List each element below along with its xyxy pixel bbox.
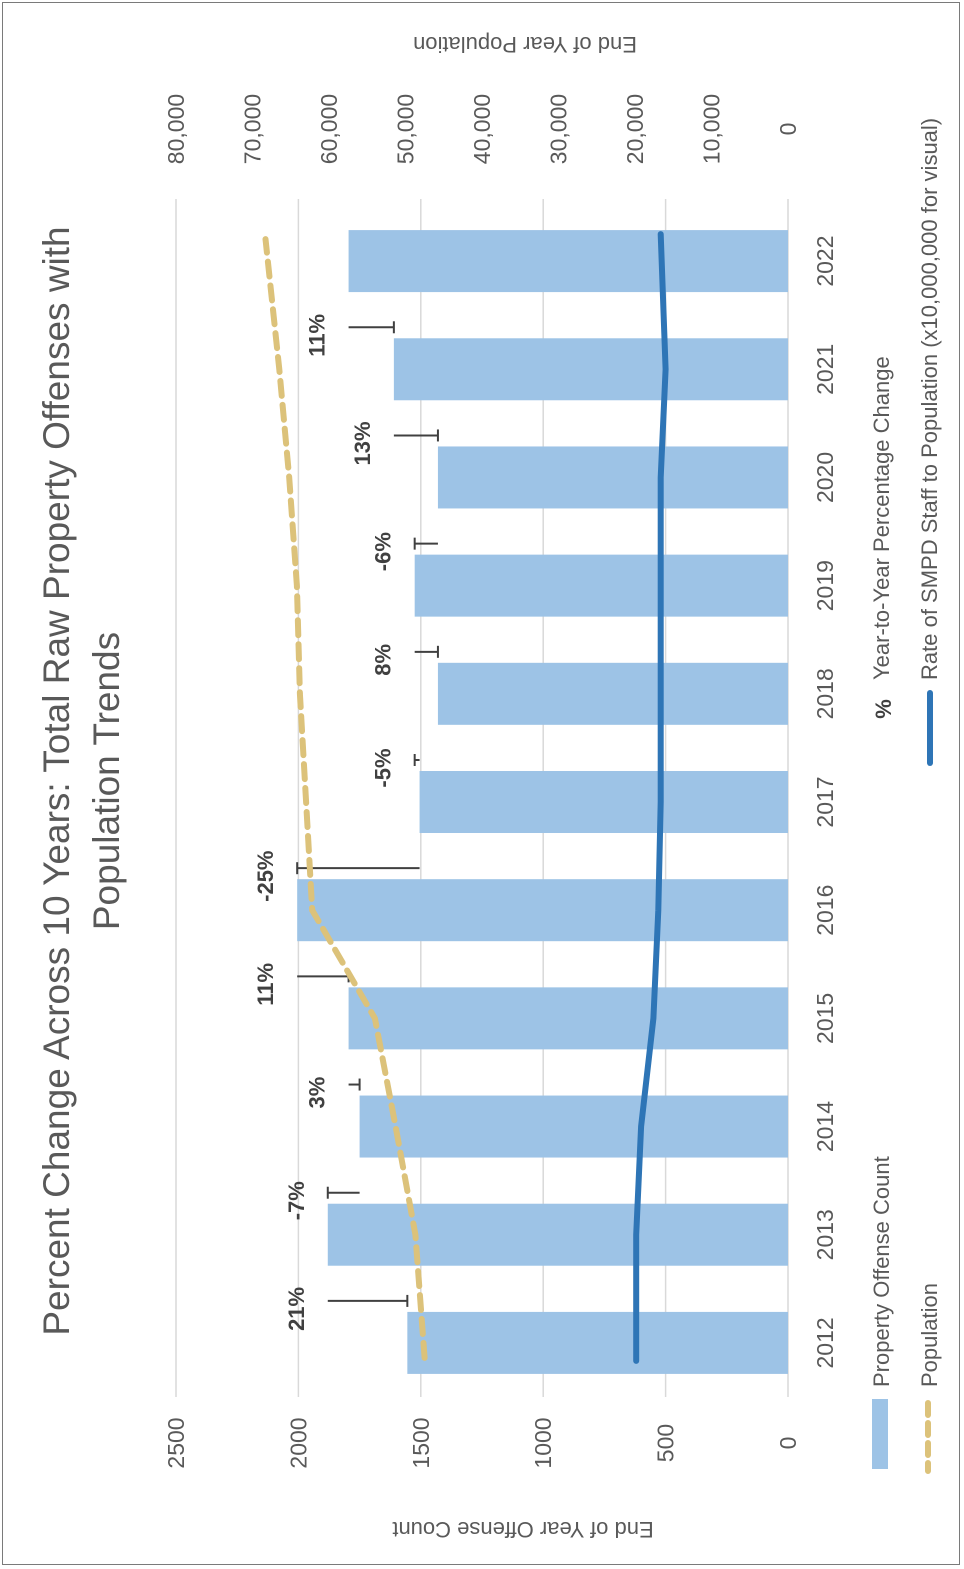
primary-axis-title: End of Year Offense Count xyxy=(392,1517,653,1542)
category-label-2012: 2012 xyxy=(812,1317,838,1368)
bar-2018 xyxy=(437,662,788,725)
y2-tick-label: 60,000 xyxy=(316,94,342,164)
y-tick-label: 1500 xyxy=(408,1417,434,1468)
y2-tick-label: 50,000 xyxy=(393,94,419,164)
legend: Property Offense Count Population% Year-to… xyxy=(869,118,942,1474)
chart-title-line1: Percent Change Across 10 Years: Total Ra… xyxy=(36,226,77,1335)
population-line xyxy=(262,236,428,1361)
legend-label-population: Population xyxy=(917,1283,942,1387)
category-label-2015: 2015 xyxy=(812,993,838,1044)
y2-tick-label: 30,000 xyxy=(546,94,572,164)
bar-2012 xyxy=(407,1311,788,1374)
percent-change-label-2020: 13% xyxy=(350,421,375,465)
percent-change-label-2019: -6% xyxy=(371,532,396,571)
y-tick-label: 2000 xyxy=(285,1417,311,1468)
bar-2019 xyxy=(414,554,788,617)
percent-change-label-2018: 8% xyxy=(371,644,396,676)
bar-2014 xyxy=(359,1095,788,1158)
chart-titles: End of Year Offense Count End of Year Pop… xyxy=(36,32,654,1542)
percent-change-label-2017: -5% xyxy=(371,748,396,787)
category-label-2013: 2013 xyxy=(812,1209,838,1260)
bar-2013 xyxy=(327,1203,788,1266)
chart: 21% -7% 3% 11% -25% -5% 8% -6% 13% 11% 2012 2013 201… xyxy=(36,32,942,1542)
y2-tick-label: 10,000 xyxy=(699,94,725,164)
staff-rate-line xyxy=(633,231,669,1364)
category-label-2014: 2014 xyxy=(812,1101,838,1152)
bar-2021 xyxy=(393,338,788,401)
category-label-2020: 2020 xyxy=(812,452,838,503)
error-bar-series xyxy=(296,321,439,1307)
y2-tick-label: 70,000 xyxy=(240,94,266,164)
legend-swatch-property-offense-count xyxy=(872,1399,888,1469)
bar-2020 xyxy=(437,446,788,509)
percent-change-label-2015: 11% xyxy=(253,963,278,1006)
legend-label-percentage-change: Year-to-Year Percentage Change xyxy=(869,356,894,680)
category-label-2016: 2016 xyxy=(812,885,838,936)
bar-2016 xyxy=(297,879,788,942)
category-label-2019: 2019 xyxy=(812,560,838,611)
axis-and-data-labels: 21% -7% 3% 11% -25% -5% 8% -6% 13% 11% 2012 2013 201… xyxy=(163,94,838,1469)
percent-change-label-2014: 3% xyxy=(305,1077,330,1109)
category-label-2022: 2022 xyxy=(812,236,838,287)
legend-swatch-percentage-change: % xyxy=(871,699,896,719)
y-tick-label: 2500 xyxy=(163,1417,189,1468)
y-tick-label: 0 xyxy=(775,1437,801,1450)
legend-label-property-offense-count: Property Offense Count xyxy=(869,1156,894,1387)
y2-tick-label: 80,000 xyxy=(163,94,189,164)
category-label-2017: 2017 xyxy=(812,776,838,827)
secondary-axis-title: End of Year Population xyxy=(413,32,637,57)
percent-change-label-2013: -7% xyxy=(284,1181,309,1220)
bar-2017 xyxy=(419,771,788,833)
y2-tick-label: 40,000 xyxy=(469,94,495,164)
legend-label-staff-rate: Rate of SMPD Staff to Population (x10,00… xyxy=(917,118,942,680)
percent-change-label-2021: 11% xyxy=(305,314,330,357)
y2-tick-label: 20,000 xyxy=(622,94,648,164)
category-label-2018: 2018 xyxy=(812,668,838,719)
percent-change-label-2016: -25% xyxy=(253,851,278,902)
line-series xyxy=(262,231,669,1364)
bar-2015 xyxy=(348,987,788,1050)
y-tick-label: 1000 xyxy=(530,1417,556,1468)
bar-series-property-offense-count xyxy=(297,230,788,1374)
bar-2022 xyxy=(348,230,788,293)
category-label-2021: 2021 xyxy=(812,344,838,395)
y-tick-label: 500 xyxy=(653,1424,679,1462)
chart-title-line2: Population Trends xyxy=(86,632,127,930)
y2-tick-label: 0 xyxy=(775,123,801,136)
percent-change-label-2012: 21% xyxy=(284,1287,309,1331)
